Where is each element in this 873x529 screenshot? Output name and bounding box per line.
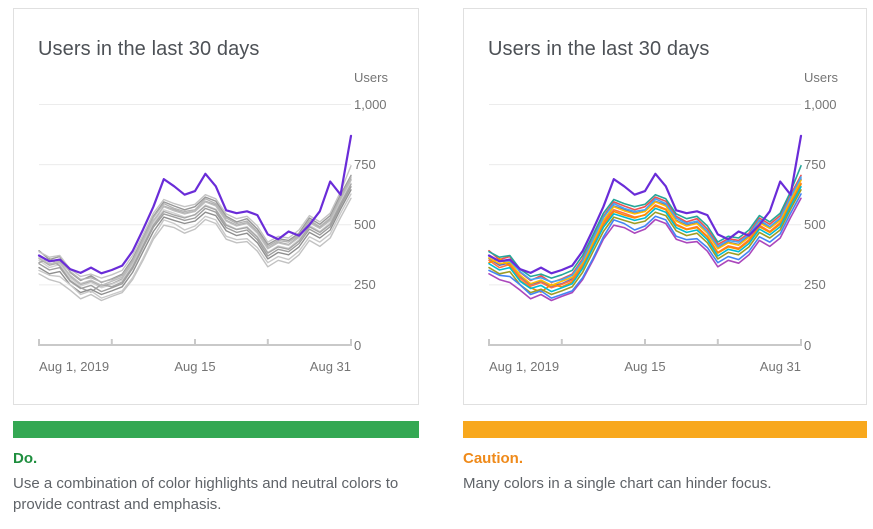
do-description: Use a combination of color highlights an… bbox=[13, 475, 399, 513]
y-tick-label: 1,000 bbox=[804, 97, 837, 112]
x-tick-label: Aug 15 bbox=[174, 359, 216, 374]
y-tick-label: 0 bbox=[804, 337, 812, 353]
chart-line bbox=[488, 165, 802, 279]
chart-line bbox=[488, 183, 802, 293]
x-tick-label: Aug 15 bbox=[624, 359, 666, 374]
x-tick-label: Aug 1, 2019 bbox=[39, 359, 110, 374]
chart-line-highlight bbox=[37, 134, 353, 275]
chart-line bbox=[488, 179, 802, 287]
chart-card-do: Users in the last 30 days Users 0 250 500 7… bbox=[13, 8, 419, 405]
x-tick-label: Aug 1, 2019 bbox=[489, 359, 560, 374]
x-tick-label: Aug 31 bbox=[309, 359, 351, 374]
y-tick-label: 500 bbox=[804, 217, 826, 233]
chart-line bbox=[38, 197, 352, 302]
caution-description: Many colors in a single chart can hinder… bbox=[463, 475, 772, 492]
do-label: Do. bbox=[13, 450, 38, 467]
caution-label: Caution. bbox=[463, 450, 523, 467]
chart-line bbox=[488, 186, 802, 293]
chart-title: Users in the last 30 days bbox=[488, 38, 710, 60]
y-tick-label: 0 bbox=[354, 337, 362, 353]
chart-line bbox=[38, 186, 352, 293]
y-tick-label: 750 bbox=[804, 157, 826, 173]
y-tick-label: 1,000 bbox=[354, 97, 387, 112]
chart-line bbox=[38, 165, 352, 279]
chart-line bbox=[38, 183, 352, 293]
chart-line bbox=[488, 193, 802, 299]
y-axis-title: Users bbox=[804, 70, 838, 85]
do-bar bbox=[13, 421, 419, 438]
y-tick-label: 250 bbox=[354, 277, 376, 293]
chart-line bbox=[38, 193, 352, 299]
chart-line bbox=[488, 189, 802, 296]
chart-line bbox=[488, 174, 802, 284]
y-tick-label: 250 bbox=[804, 277, 826, 293]
y-tick-label: 500 bbox=[354, 217, 376, 233]
chart-line bbox=[38, 179, 352, 287]
line-chart-svg bbox=[37, 104, 353, 346]
chart-line-highlight bbox=[487, 134, 803, 275]
line-chart-svg bbox=[487, 104, 803, 346]
chart-line bbox=[38, 174, 352, 284]
chart-title: Users in the last 30 days bbox=[38, 38, 260, 60]
caution-bar bbox=[463, 421, 867, 438]
chart-card-caution: Users in the last 30 days Users 0 250 500 7… bbox=[463, 8, 867, 405]
chart-line bbox=[488, 197, 802, 302]
x-tick-label: Aug 31 bbox=[759, 359, 801, 374]
y-axis-title: Users bbox=[354, 70, 388, 85]
y-tick-label: 750 bbox=[354, 157, 376, 173]
chart-line bbox=[38, 189, 352, 296]
